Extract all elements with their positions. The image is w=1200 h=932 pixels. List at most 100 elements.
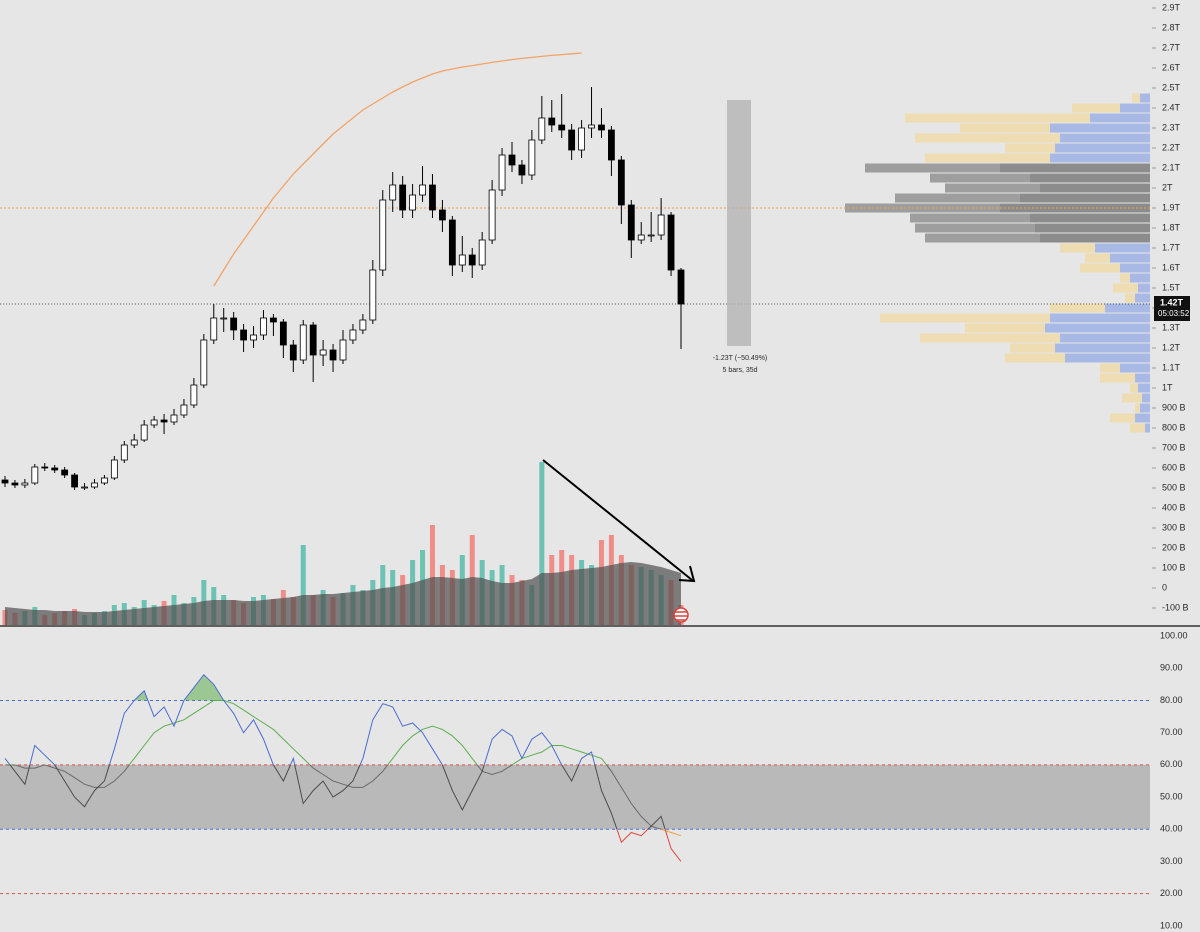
profile-down (1135, 403, 1140, 413)
profile-down (915, 223, 1035, 233)
profile-down (1130, 383, 1138, 393)
profile-up (1120, 263, 1150, 273)
y-tick-label: 2.8T (1162, 22, 1181, 32)
y-tick-label: 2.6T (1162, 62, 1181, 72)
profile-up (1135, 413, 1150, 423)
profile-down (1060, 243, 1095, 253)
candle-body (488, 189, 496, 241)
candle-body (518, 164, 526, 176)
candle-body (468, 254, 476, 266)
volume-average (5, 562, 681, 625)
profile-down (1113, 283, 1138, 293)
profile-up (1020, 193, 1150, 203)
candle-body (568, 129, 576, 151)
profile-down (965, 323, 1045, 333)
candle-body (140, 424, 148, 441)
y-tick-label: 100.00 (1160, 630, 1188, 640)
profile-up (1065, 353, 1150, 363)
candle-body (349, 329, 357, 341)
profile-up (1142, 393, 1150, 403)
y-tick-label: 2T (1162, 182, 1173, 192)
candle-body (419, 184, 426, 196)
profile-down (865, 163, 1000, 173)
profile-up (1060, 333, 1150, 343)
y-tick-label: 400 B (1162, 502, 1186, 512)
candle-body (91, 482, 98, 488)
y-tick-label: 1.8T (1162, 222, 1181, 232)
profile-up (1120, 363, 1150, 373)
profile-up (1055, 343, 1150, 353)
profile-down (1050, 303, 1105, 313)
profile-down (925, 233, 1040, 243)
candle-body (319, 349, 327, 356)
y-tick-label: 90.00 (1160, 663, 1183, 673)
candle-body (1, 479, 9, 484)
profile-up (1050, 123, 1150, 133)
profile-down (1125, 293, 1135, 303)
profile-up (1040, 233, 1150, 243)
profile-down (1005, 353, 1065, 363)
volume-bar (300, 545, 306, 625)
y-tick-label: 2.3T (1162, 122, 1181, 132)
candle-body (578, 127, 585, 151)
profile-up (1050, 313, 1150, 323)
profile-down (915, 133, 1060, 143)
candle-body (11, 482, 19, 486)
candle-body (210, 317, 218, 341)
candle-body (170, 414, 178, 423)
indicator-line (5, 764, 663, 830)
candle-body (200, 339, 208, 386)
profile-down (1130, 423, 1145, 433)
candle-body (637, 234, 645, 241)
candle-body (548, 117, 556, 126)
profile-down (880, 313, 1050, 323)
candle-body (538, 117, 546, 141)
y-tick-label: 2.5T (1162, 82, 1181, 92)
y-tick-label: 2.9T (1162, 2, 1181, 12)
y-tick-label: 30.00 (1160, 856, 1183, 866)
profile-down (945, 183, 1040, 193)
profile-up (1140, 93, 1150, 103)
trend-arrow (542, 459, 693, 581)
candle-body (588, 124, 595, 129)
event-flag-stripes (674, 611, 688, 621)
y-tick-label: 1.9T (1162, 202, 1181, 212)
band (0, 764, 1150, 830)
candle-body (379, 199, 387, 271)
candle-body (409, 194, 416, 211)
y-tick-label: 800 B (1162, 422, 1186, 432)
y-tick-label: 500 B (1162, 482, 1186, 492)
profile-up (1045, 323, 1150, 333)
profile-up (1030, 173, 1150, 183)
candle-body (339, 339, 347, 361)
profile-down (1080, 263, 1120, 273)
candle-body (627, 204, 635, 241)
profile-up (1120, 103, 1150, 113)
candle-body (120, 444, 128, 461)
candle-body (478, 239, 486, 266)
candle-body (71, 474, 78, 488)
candle-body (558, 124, 566, 131)
y-tick-label: 1.1T (1162, 362, 1181, 372)
profile-down (1120, 273, 1130, 283)
profile-up (1135, 373, 1150, 383)
profile-down (925, 153, 1050, 163)
candle-body (528, 139, 536, 176)
measure-sublabel: 5 bars, 35d (722, 367, 757, 374)
profile-down (930, 173, 1030, 183)
profile-up (1138, 383, 1150, 393)
candle-body (110, 459, 118, 479)
profile-down (1005, 143, 1055, 153)
profile-down (960, 123, 1050, 133)
profile-up (1060, 133, 1150, 143)
profile-up (1135, 293, 1150, 303)
profile-up (1030, 213, 1150, 223)
moving-average (213, 52, 582, 287)
y-tick-label: 2.7T (1162, 42, 1181, 52)
profile-up (1095, 243, 1150, 253)
profile-down (920, 333, 1060, 343)
profile-up (1138, 283, 1150, 293)
candle-body (150, 419, 158, 426)
overbought-fill (134, 674, 224, 701)
y-tick-label: 70.00 (1160, 727, 1183, 737)
